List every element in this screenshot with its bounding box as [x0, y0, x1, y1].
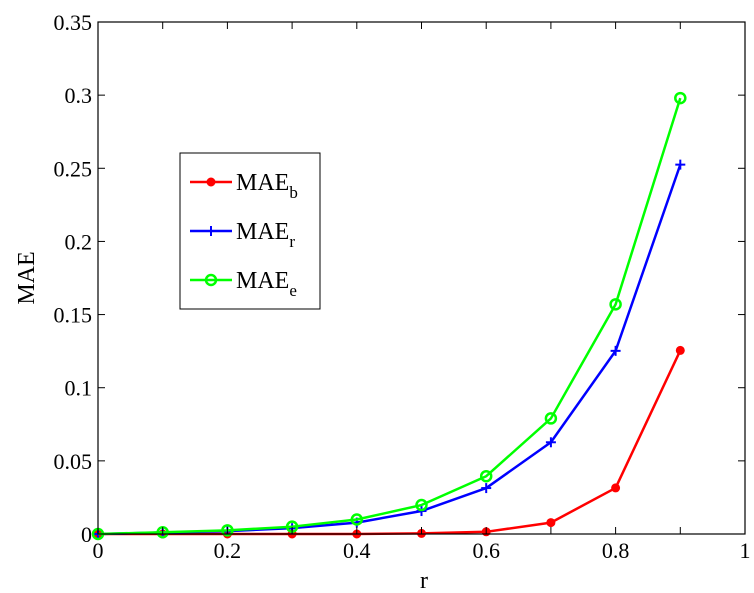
data-point-MAE_r [610, 345, 621, 356]
data-point-MAE_b [675, 345, 685, 355]
legend-marker-MAE_e [204, 273, 218, 287]
x-tick-label: 1 [740, 538, 751, 563]
y-tick-label: 0.25 [54, 156, 93, 181]
x-tick-label: 0.6 [472, 538, 500, 563]
x-tick-label: 0 [93, 538, 104, 563]
legend-marker-MAE_b [206, 177, 216, 187]
x-tick-label: 0.2 [214, 538, 242, 563]
data-point-MAE_r [545, 437, 556, 448]
legend-marker-MAE_r [206, 226, 216, 236]
data-point-MAE_r [675, 159, 686, 170]
y-tick-label: 0.35 [54, 10, 93, 35]
data-point-MAE_e [674, 91, 687, 105]
series-line-MAE_e [97, 97, 682, 536]
data-point-MAE_e [415, 498, 428, 512]
y-tick-label: 0.05 [54, 449, 93, 474]
y-tick-label: 0 [81, 522, 92, 547]
x-tick-label: 0.8 [602, 538, 630, 563]
y-axis-label: MAE [14, 251, 40, 304]
y-tick-label: 0.2 [65, 229, 93, 254]
data-point-MAE_b [546, 518, 556, 528]
data-point-MAE_e [350, 513, 364, 526]
data-point-MAE_e [544, 412, 558, 425]
x-tick-label: 0.4 [343, 538, 371, 563]
data-point-MAE_e [221, 524, 234, 537]
data-point-MAE_e [479, 469, 493, 483]
y-tick-label: 0.3 [65, 83, 93, 108]
data-point-MAE_b [611, 483, 621, 493]
data-point-MAE_e [609, 298, 622, 311]
data-point-MAE_r [481, 483, 492, 494]
x-axis-label: r [420, 568, 428, 593]
y-tick-label: 0.15 [54, 303, 93, 328]
y-tick-label: 0.1 [65, 376, 93, 401]
